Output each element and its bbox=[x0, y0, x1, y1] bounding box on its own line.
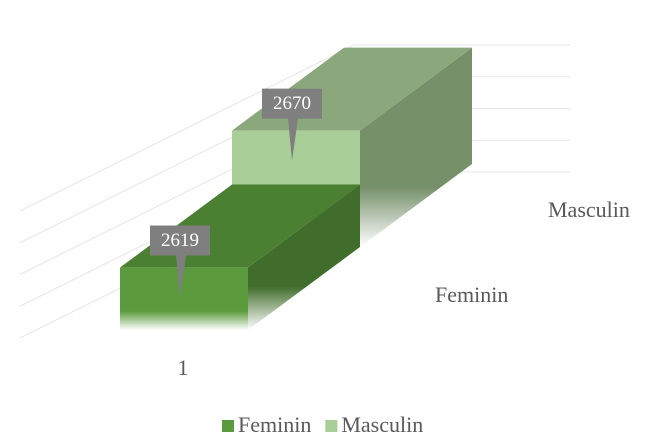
grid-line bbox=[19, 44, 570, 212]
data-label: 2670 bbox=[273, 93, 311, 114]
legend-label: Masculin bbox=[341, 412, 423, 437]
bar-front bbox=[120, 267, 248, 330]
callout bbox=[150, 225, 210, 298]
bar-side bbox=[248, 184, 360, 330]
data-label: 2619 bbox=[161, 230, 199, 251]
callout bbox=[262, 88, 322, 161]
legend-label: Feminin bbox=[238, 412, 311, 437]
bar: 2619 bbox=[120, 184, 360, 330]
bar-side bbox=[360, 47, 472, 248]
x-tick-label: 1 bbox=[178, 355, 189, 380]
legend-swatch bbox=[222, 420, 234, 432]
depth-label: Feminin bbox=[435, 282, 508, 307]
legend-swatch bbox=[325, 420, 338, 432]
depth-label: Masculin bbox=[548, 197, 630, 222]
